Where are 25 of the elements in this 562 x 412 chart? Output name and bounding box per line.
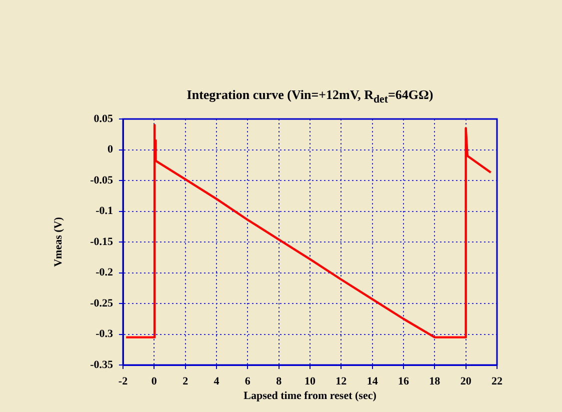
y-tick-label: -0.35 bbox=[90, 358, 114, 371]
y-tick-label: 0.05 bbox=[94, 112, 114, 125]
x-tick-label: 16 bbox=[398, 375, 410, 388]
y-tick-label: -0.25 bbox=[90, 297, 114, 310]
x-tick-label: 2 bbox=[182, 375, 189, 388]
x-tick-label: 18 bbox=[429, 375, 441, 388]
y-axis-title: Vmeas (V) bbox=[52, 216, 64, 267]
x-tick-label: 14 bbox=[366, 375, 378, 388]
x-tick-label: 0 bbox=[151, 375, 158, 388]
y-tick-label: -0.05 bbox=[90, 174, 114, 186]
x-tick-label: 12 bbox=[336, 375, 348, 388]
x-tick-label: 6 bbox=[244, 375, 251, 388]
y-tick-label: 0 bbox=[108, 144, 114, 156]
y-tick-label: -0.2 bbox=[96, 266, 114, 279]
x-tick-label: 10 bbox=[304, 375, 316, 388]
y-tick-label: -0.1 bbox=[96, 205, 113, 218]
chart-title: Integration curve (Vin=+12mV, R$_{det}$=64GΩ) bbox=[186, 87, 434, 106]
x-tick-label: 8 bbox=[276, 375, 282, 388]
y-tick-label: -0.15 bbox=[90, 236, 114, 248]
y-tick-label: -0.3 bbox=[96, 328, 114, 340]
x-tick-label: 4 bbox=[214, 375, 220, 388]
x-tick-label: 20 bbox=[460, 375, 472, 388]
x-axis-title: Lapsed time from reset (sec) bbox=[244, 390, 377, 402]
x-tick-label: 22 bbox=[492, 375, 503, 388]
x-tick-label: -2 bbox=[118, 375, 128, 388]
